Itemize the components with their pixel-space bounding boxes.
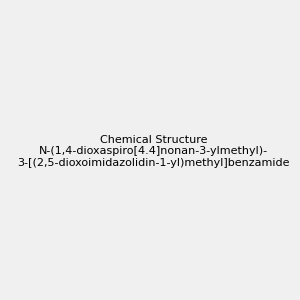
- Text: Chemical Structure
N-(1,4-dioxaspiro[4.4]nonan-3-ylmethyl)-
3-[(2,5-dioxoimidazo: Chemical Structure N-(1,4-dioxaspiro[4.4…: [17, 135, 290, 168]
